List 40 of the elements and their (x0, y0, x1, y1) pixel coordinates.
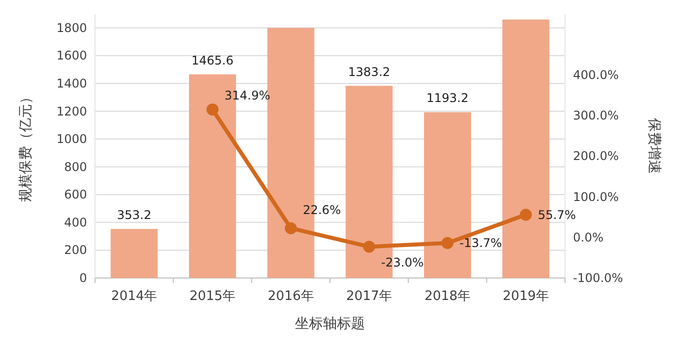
y2-tick-label: -100.0% (573, 271, 624, 285)
x-tick-label: 2015年 (189, 289, 236, 304)
x-tick-label: 2017年 (346, 289, 392, 304)
point (206, 103, 218, 116)
y2-axis-title: 保费增速 (646, 118, 662, 174)
y-tick-label: 1600 (56, 48, 87, 63)
y2-tick-label: 100.0% (573, 190, 619, 204)
x-tick-label: 2019年 (502, 289, 549, 304)
data-label: 1465.6 (192, 53, 234, 68)
y2-tick-label: 300.0% (573, 108, 619, 123)
x-tick-label: 2014年 (111, 289, 158, 304)
y-tick-label: 0 (79, 271, 87, 285)
point (284, 222, 297, 234)
data-label: -23.0% (381, 256, 424, 270)
bar (110, 228, 158, 278)
data-label: 55.7% (538, 208, 576, 222)
y-tick-label: 1400 (56, 76, 87, 90)
y2-tick-label: 200.0% (573, 149, 619, 164)
data-label: -13.7% (460, 236, 502, 250)
y-tick-label: 200 (64, 243, 87, 258)
y-tick-label: 600 (64, 188, 87, 202)
y-axis-title: 规模保费（亿元） (18, 90, 34, 202)
data-label: 1383.2 (348, 64, 390, 79)
y-tick-label: 1000 (56, 132, 87, 146)
point (363, 240, 376, 253)
y2-tick-label: 400.0% (573, 68, 619, 82)
x-tick-label: 2018年 (424, 289, 471, 304)
data-label: 1193.2 (426, 91, 468, 106)
point (442, 236, 454, 249)
data-label: 353.2 (116, 208, 152, 222)
x-axis-title: 坐标轴标题 (295, 316, 365, 332)
y2-tick-label: 0.0% (573, 230, 604, 244)
data-label: 22.6% (302, 203, 341, 218)
data-label: 314.9% (224, 88, 270, 102)
y-tick-label: 1200 (56, 104, 87, 118)
point (520, 208, 532, 221)
y-tick-label: 800 (64, 160, 87, 174)
x-tick-label: 2016年 (268, 289, 314, 304)
y-tick-label: 1800 (56, 20, 87, 35)
y-tick-label: 400 (64, 215, 87, 230)
